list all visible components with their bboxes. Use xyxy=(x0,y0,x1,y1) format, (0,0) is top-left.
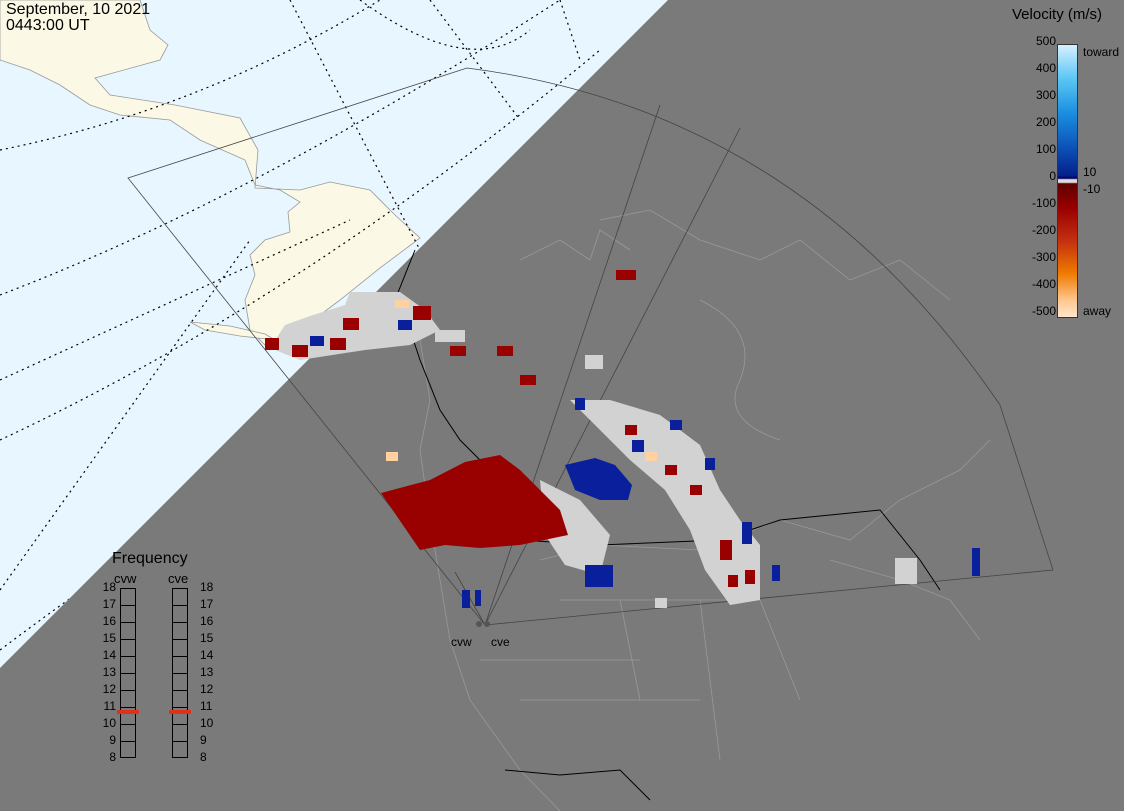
ground-scatter xyxy=(270,292,917,608)
date-label: September, 10 2021 xyxy=(6,1,151,18)
site-label-east: cve xyxy=(491,635,510,649)
frequency-radar-label: cve xyxy=(168,571,189,586)
velocity-tick: 0 xyxy=(1049,169,1056,183)
frequency-level-label: 13 xyxy=(102,665,116,679)
frequency-cell xyxy=(121,674,135,691)
velocity-tick: -100 xyxy=(1031,196,1056,210)
velocity-scale-title: Velocity (m/s) xyxy=(1012,6,1103,23)
velocity-away xyxy=(265,270,755,587)
frequency-level-label: 8 xyxy=(200,750,207,764)
velocity-strong-away xyxy=(386,300,657,461)
frequency-cell xyxy=(121,691,135,708)
frequency-level-label: 17 xyxy=(102,597,116,611)
frequency-level-label: 9 xyxy=(109,733,116,747)
velocity-tick: 500 xyxy=(1035,34,1056,48)
velocity-toward xyxy=(310,320,980,608)
frequency-level-label: 11 xyxy=(200,699,213,713)
frequency-level-label: 17 xyxy=(200,597,214,611)
frequency-gauge-cve xyxy=(172,588,188,758)
frequency-cell xyxy=(121,708,135,725)
frequency-level-label: 12 xyxy=(200,682,214,696)
velocity-tick: -300 xyxy=(1031,250,1056,264)
frequency-marker-cve xyxy=(169,710,191,715)
away-label: away xyxy=(1083,304,1112,318)
frequency-marker-cvw xyxy=(117,710,139,715)
frequency-level-label: 9 xyxy=(200,733,207,747)
frequency-cell xyxy=(173,606,187,623)
frequency-level-label: 10 xyxy=(102,716,116,730)
frequency-gauge-cvw xyxy=(120,588,136,758)
velocity-tick: 200 xyxy=(1035,115,1056,129)
frequency-cell xyxy=(121,742,135,759)
frequency-cell xyxy=(121,589,135,606)
frequency-level-label: 10 xyxy=(200,716,214,730)
velocity-tick: -500 xyxy=(1031,304,1056,318)
frequency-cell xyxy=(173,640,187,657)
frequency-level-label: 14 xyxy=(102,648,116,662)
velocity-tick: 100 xyxy=(1035,142,1056,156)
frequency-level-label: 18 xyxy=(102,580,116,594)
frequency-level-label: 14 xyxy=(200,648,214,662)
frequency-cell xyxy=(173,674,187,691)
frequency-cell xyxy=(173,691,187,708)
frequency-level-label: 16 xyxy=(102,614,116,628)
frequency-cell xyxy=(173,725,187,742)
frequency-cell xyxy=(121,657,135,674)
frequency-cell xyxy=(121,725,135,742)
frequency-cell xyxy=(121,623,135,640)
frequency-cell xyxy=(173,589,187,606)
velocity-tick: -400 xyxy=(1031,277,1056,291)
frequency-level-label: 15 xyxy=(102,631,116,645)
frequency-cell xyxy=(173,708,187,725)
radar-sites xyxy=(476,621,490,627)
site-label-west: cvw xyxy=(451,635,472,649)
velocity-tick: 10 xyxy=(1083,165,1097,179)
frequency-cell xyxy=(121,606,135,623)
frequency-level-label: 15 xyxy=(200,631,214,645)
frequency-level-label: 8 xyxy=(109,750,116,764)
velocity-color-bar xyxy=(1057,44,1078,318)
toward-label: toward xyxy=(1083,45,1120,59)
frequency-level-label: 16 xyxy=(200,614,214,628)
time-label: 0443:00 UT xyxy=(6,17,90,34)
frequency-cell xyxy=(173,623,187,640)
frequency-radar-label: cvw xyxy=(114,571,137,586)
frequency-level-label: 13 xyxy=(200,665,214,679)
frequency-cell xyxy=(121,640,135,657)
velocity-tick: -10 xyxy=(1083,182,1101,196)
frequency-level-label: 11 xyxy=(103,699,116,713)
velocity-tick: 400 xyxy=(1035,61,1056,75)
velocity-tick: 300 xyxy=(1035,88,1056,102)
frequency-title: Frequency xyxy=(112,550,188,567)
frequency-level-label: 12 xyxy=(102,682,116,696)
velocity-tick: -200 xyxy=(1031,223,1056,237)
frequency-cell xyxy=(173,742,187,759)
graticule xyxy=(0,0,601,651)
frequency-level-label: 18 xyxy=(200,580,214,594)
frequency-cell xyxy=(173,657,187,674)
